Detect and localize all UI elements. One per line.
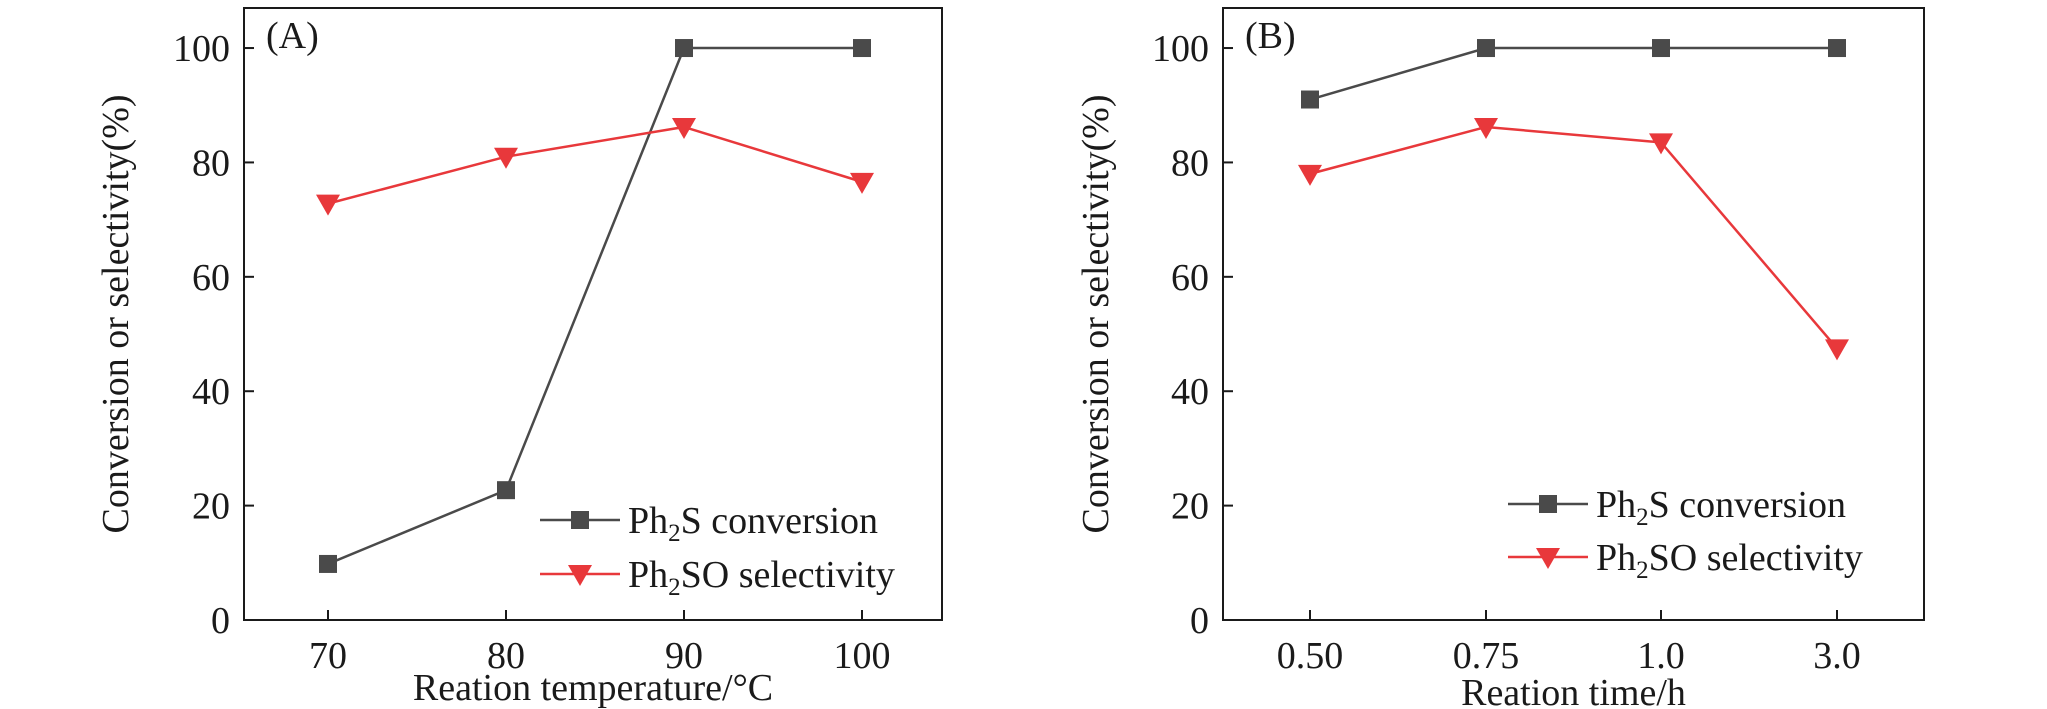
x-tick-label-b-0: 0.50 <box>1277 635 1344 677</box>
legend-label-a-conversion: Ph2S conversion <box>628 500 878 547</box>
legend-marker-b-selectivity <box>1536 548 1560 569</box>
plot-frame-a <box>243 7 943 621</box>
data-point-b-conversion-3 <box>1828 39 1846 58</box>
y-tick-label-b-100: 100 <box>1152 28 1209 70</box>
x-tick-label-a-0: 70 <box>309 635 347 677</box>
x-tick-label-a-1: 80 <box>487 635 525 677</box>
data-point-b-selectivity-0 <box>1298 164 1322 186</box>
x-tick-label-a-2: 90 <box>665 635 703 677</box>
series-line-a-selectivity <box>327 125 863 205</box>
panel-b: 0 20 40 60 80 100 0.50 0.75 1.0 3.0 Reation time/h… <box>1075 7 1925 709</box>
legend-marker-a-conversion <box>571 511 589 529</box>
plot-frame-b <box>1222 7 1925 621</box>
data-point-b-conversion-0 <box>1301 90 1319 109</box>
legend-label-b-conversion: Ph2S conversion <box>1596 484 1846 531</box>
y-tick-label-b-40: 40 <box>1171 371 1209 413</box>
y-axis-title-b: Conversion or selectivity(%) <box>1075 94 1117 533</box>
x-tick-label-b-2: 1.0 <box>1637 635 1685 677</box>
y-tick-label-a-40: 40 <box>192 371 230 413</box>
data-point-a-conversion-3 <box>853 39 871 58</box>
y-tick-label-a-60: 60 <box>192 257 230 299</box>
y-tick-label-a-100: 100 <box>173 28 230 70</box>
data-point-b-conversion-1 <box>1477 39 1495 58</box>
x-axis-title-b: Reation time/h <box>1461 672 1686 709</box>
data-point-b-selectivity-2 <box>1649 133 1673 155</box>
x-tick-label-b-3: 3.0 <box>1813 635 1861 677</box>
y-tick-label-a-20: 20 <box>192 486 230 528</box>
data-point-b-selectivity-3 <box>1825 339 1849 361</box>
legend-marker-b-conversion <box>1539 495 1557 513</box>
x-tick-label-b-1: 0.75 <box>1453 635 1520 677</box>
legend-label-b-selectivity: Ph2SO selectivity <box>1596 537 1863 584</box>
y-axis-title-a: Conversion or selectivity(%) <box>95 94 137 533</box>
y-tick-label-a-80: 80 <box>192 142 230 184</box>
x-axis-title-a: Reation temperature/°C <box>413 667 773 709</box>
panel-label-a: (A) <box>266 15 319 57</box>
legend-label-a-selectivity: Ph2SO selectivity <box>628 554 895 601</box>
data-point-a-conversion-1 <box>497 481 515 500</box>
data-point-a-conversion-2 <box>675 39 693 58</box>
data-point-a-selectivity-0 <box>316 194 340 216</box>
y-tick-label-b-80: 80 <box>1171 142 1209 184</box>
data-point-a-selectivity-3 <box>850 172 874 194</box>
data-point-a-selectivity-2 <box>672 117 696 139</box>
data-point-b-selectivity-1 <box>1474 117 1498 139</box>
x-tick-label-a-3: 100 <box>834 635 891 677</box>
y-tick-label-b-0: 0 <box>1190 600 1209 642</box>
panel-a: 0 20 40 60 80 100 70 80 90 100 Reation temperature… <box>95 7 943 709</box>
data-point-a-conversion-0 <box>319 554 337 573</box>
legend-marker-a-selectivity <box>568 565 592 586</box>
series-line-b-conversion <box>1309 46 1837 101</box>
y-tick-label-a-0: 0 <box>211 600 230 642</box>
series-line-a-conversion <box>327 46 862 566</box>
data-point-b-conversion-2 <box>1652 39 1670 58</box>
panel-label-b: (B) <box>1245 15 1296 57</box>
series-line-b-selectivity <box>1309 125 1838 350</box>
y-tick-label-b-20: 20 <box>1171 486 1209 528</box>
y-tick-label-b-60: 60 <box>1171 257 1209 299</box>
data-point-a-selectivity-1 <box>494 147 518 169</box>
